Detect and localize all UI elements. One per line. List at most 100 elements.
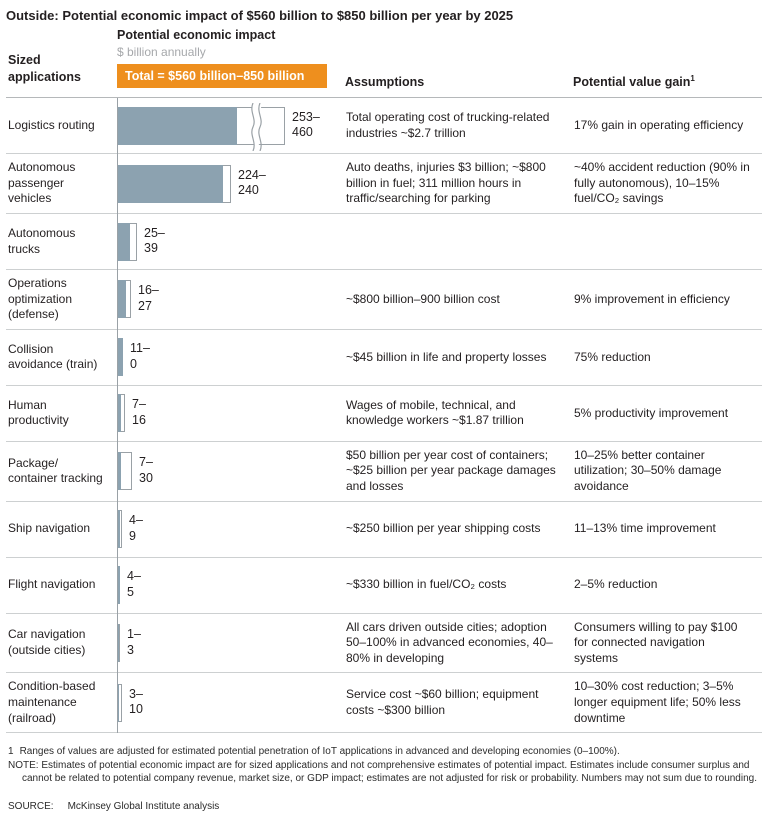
value-gain-text: 17% gain in operating efficiency — [574, 117, 744, 132]
assumptions-text: Wages of mobile, technical, and knowledg… — [346, 397, 524, 428]
assumptions-text: Auto deaths, injuries $3 billion; ~$800 … — [346, 160, 546, 206]
assumptions-text: ~$800 billion–900 billion cost — [346, 291, 500, 306]
impact-bar-cell: 253– 460 — [110, 98, 338, 153]
source-label: SOURCE: — [8, 800, 54, 812]
impact-bar-high-outline — [223, 164, 231, 203]
impact-bar-cell: 7– 16 — [110, 386, 338, 441]
value-gain-text: 11–13% time improvement — [574, 521, 716, 536]
impact-bar-high-outline — [121, 452, 132, 491]
assumptions-text: Service cost ~$60 billion; equipment cos… — [346, 687, 539, 717]
application-label: Flight navigation — [8, 577, 96, 592]
assumptions-text — [338, 214, 566, 269]
impact-bar-cell: 25– 39 — [110, 214, 338, 269]
impact-bar-cell: 1– 3 — [110, 614, 338, 673]
total-badge: Total = $560 billion–850 billion — [117, 64, 327, 89]
application-label: Human productivity — [8, 397, 69, 428]
table-row: Ship navigation 4– 9 ~$250 billion per y… — [6, 502, 762, 558]
impact-bar-cell: 16– 27 — [110, 270, 338, 329]
impact-range-label: 224– 240 — [238, 167, 266, 198]
table-row: Logistics routing 253– 460 Total operati… — [6, 98, 762, 155]
table-row: Autonomous trucks 25– 39 — [6, 214, 762, 271]
impact-bar-high-outline — [130, 222, 137, 261]
impact-column-unit: $ billion annually — [117, 45, 206, 60]
impact-bar: 253– 460 — [118, 102, 320, 151]
application-label: Condition-based maintenance (railroad) — [8, 679, 96, 725]
application-label: Package/ container tracking — [8, 455, 103, 486]
value-gain-text: Consumers willing to pay $100 for connec… — [574, 619, 738, 665]
impact-bar-low-segment — [118, 280, 126, 319]
impact-range-label: 1– 3 — [127, 626, 141, 657]
impact-bar-low-segment — [118, 394, 121, 433]
impact-bar: 11– 0 — [118, 338, 150, 377]
table-row: Car navigation (outside cities) 1– 3 All… — [6, 614, 762, 674]
impact-bar: 4– 9 — [118, 510, 143, 549]
assumptions-text: $50 billion per year cost of containers;… — [346, 447, 556, 493]
value-gain-text: 5% productivity improvement — [574, 405, 729, 420]
assumptions-text: ~$330 billion in fuel/CO₂ costs — [346, 577, 507, 592]
value-gain-text: 10–30% cost reduction; 3–5% longer equip… — [574, 679, 741, 725]
impact-bar-high-outline — [120, 510, 122, 549]
footnote-note: NOTE: Estimates of potential economic im… — [8, 759, 757, 785]
table-row: Condition-based maintenance (railroad) 3… — [6, 673, 762, 734]
impact-bar-low-segment — [118, 106, 237, 145]
assumptions-text: ~$45 billion in life and property losses — [346, 349, 547, 364]
value-gain-text: 9% improvement in efficiency — [574, 291, 730, 306]
footnote-marker: 1 — [690, 74, 695, 84]
application-label: Ship navigation — [8, 521, 91, 536]
impact-range-label: 4– 5 — [127, 569, 141, 599]
impact-range-label: 3– 10 — [129, 686, 143, 717]
table-row: Collision avoidance (train) 11– 0 ~$45 b… — [6, 330, 762, 386]
value-gain-text: 75% reduction — [574, 349, 651, 364]
application-label: Collision avoidance (train) — [8, 341, 98, 372]
impact-range-label: 16– 27 — [138, 283, 159, 314]
impact-bar-cell: 4– 5 — [110, 558, 338, 613]
impact-range-label: 253– 460 — [292, 109, 320, 140]
impact-range-label: 4– 9 — [129, 513, 143, 543]
impact-bar: 224– 240 — [118, 164, 266, 203]
impact-bar: 1– 3 — [118, 623, 141, 662]
impact-bar-cell: 224– 240 — [110, 154, 338, 213]
impact-bar-cell: 3– 10 — [110, 673, 338, 732]
column-header: Potential economic impact $ billion annu… — [6, 28, 762, 99]
impact-bar-high-outline — [119, 683, 122, 722]
applications-column-title: Sized applications — [8, 53, 81, 84]
impact-range-label: 7– 30 — [139, 455, 153, 485]
impact-range-label: 7– 16 — [132, 397, 146, 427]
footnote-1-marker: 1 — [8, 746, 14, 758]
impact-bar-low-segment — [118, 623, 119, 662]
impact-bar: 4– 5 — [118, 566, 141, 605]
impact-bar-low-segment — [118, 683, 119, 722]
impact-bar-low-segment — [118, 566, 120, 605]
impact-bar-low-segment — [118, 510, 120, 549]
impact-bar-cell: 4– 9 — [110, 502, 338, 557]
impact-bar-low-segment — [118, 164, 223, 203]
table-row: Package/ container tracking 7– 30 $50 bi… — [6, 442, 762, 502]
application-label: Operations optimization (defense) — [8, 276, 73, 322]
impact-bar: 7– 16 — [118, 394, 146, 433]
chart-rows: Logistics routing 253– 460 Total operati… — [6, 98, 762, 734]
application-label: Car navigation (outside cities) — [8, 627, 86, 657]
impact-bar: 25– 39 — [118, 222, 165, 261]
impact-bar-low-segment — [118, 452, 121, 491]
impact-bar-high-outline — [126, 280, 131, 319]
impact-bar-high-outline — [119, 623, 120, 662]
impact-range-label: 25– 39 — [144, 225, 165, 256]
assumptions-text: Total operating cost of trucking-related… — [346, 110, 550, 140]
source-text: McKinsey Global Institute analysis — [67, 800, 220, 812]
assumptions-column-title: Assumptions — [345, 75, 425, 90]
value-gain-text: 10–25% better container utilization; 30–… — [574, 447, 722, 493]
footnote-1-text: Ranges of values are adjusted for estima… — [19, 746, 620, 758]
impact-bar: 7– 30 — [118, 452, 153, 491]
impact-bar-cell: 7– 30 — [110, 442, 338, 501]
impact-range-label: 11– 0 — [130, 341, 150, 371]
impact-bar-cell: 11– 0 — [110, 330, 338, 385]
table-row: Autonomous passenger vehicles 224– 240 A… — [6, 154, 762, 215]
application-label: Autonomous passenger vehicles — [8, 160, 76, 206]
assumptions-text: ~$250 billion per year shipping costs — [346, 521, 541, 536]
axis-baseline — [117, 98, 118, 734]
footnote-1: 1 Ranges of values are adjusted for estim… — [8, 745, 760, 759]
assumptions-text: All cars driven outside cities; adoption… — [346, 619, 553, 665]
application-label: Autonomous trucks — [8, 225, 76, 256]
source-line: SOURCE: McKinsey Global Institute analysi… — [8, 800, 760, 814]
